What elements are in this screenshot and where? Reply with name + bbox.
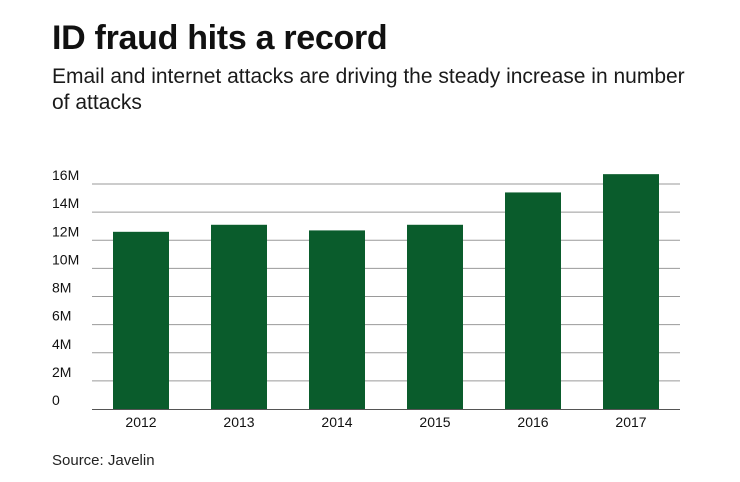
x-tick-label: 2013	[223, 414, 254, 430]
x-tick-label: 2016	[517, 414, 548, 430]
y-tick-label: 14M	[52, 195, 79, 211]
gridlines	[92, 183, 680, 382]
y-tick-label: 16M	[52, 167, 79, 183]
chart-subtitle: Email and internet attacks are driving t…	[52, 65, 685, 114]
y-tick-label: 2M	[52, 364, 71, 380]
y-tick-label: 4M	[52, 336, 71, 352]
x-tick-label: 2015	[419, 414, 450, 430]
y-axis-tick-labels: 0 2M 4M 6M 8M 10M 12M 14M 16M	[52, 167, 79, 408]
bar-2016	[505, 192, 561, 409]
source-note: Source: Javelin	[52, 452, 155, 469]
bar-2012	[113, 231, 169, 409]
y-tick-label: 6M	[52, 308, 71, 324]
chart-title: ID fraud hits a record	[52, 19, 388, 57]
bar-2017	[603, 174, 659, 409]
bar-2013	[211, 224, 267, 409]
x-tick-label: 2012	[125, 414, 156, 430]
y-tick-label: 10M	[52, 251, 79, 267]
x-tick-label: 2017	[615, 414, 646, 430]
bar-2015	[407, 224, 463, 409]
y-tick-label: 12M	[52, 223, 79, 239]
bar-2014	[309, 230, 365, 409]
bars	[113, 174, 659, 409]
y-tick-label: 8M	[52, 280, 71, 296]
y-tick-label: 0	[52, 392, 60, 408]
x-tick-label: 2014	[321, 414, 352, 430]
x-axis-tick-labels: 2012 2013 2014 2015 2016 2017	[125, 414, 646, 430]
